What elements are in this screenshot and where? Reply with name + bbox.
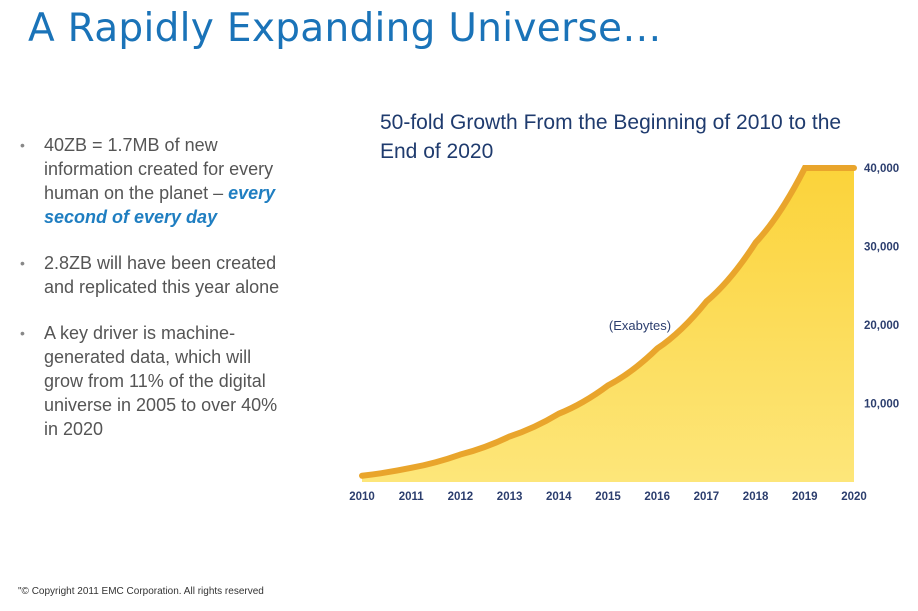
x-tick-label: 2014 [546,491,572,503]
unit-label: (Exabytes) [609,318,671,333]
x-tick-label: 2010 [349,491,375,503]
bullet-emphasis: every second of every day [44,183,276,227]
bullet-text: 40ZB = 1.7MB of new information created … [44,135,274,203]
bullet-item: • A key driver is machine-generated data… [20,321,280,441]
x-tick-label: 2015 [595,491,621,503]
bullet-dot-icon: • [20,255,25,271]
bullet-list: • 40ZB = 1.7MB of new information create… [20,133,280,463]
y-tick-label: 10,000 [864,399,899,411]
x-tick-label: 2013 [497,491,523,503]
growth-ridge [359,165,857,479]
y-tick-label: 20,000 [864,320,899,332]
x-tick-label: 2019 [792,491,818,503]
copyright-footer: "© Copyright 2011 EMC Corporation. All r… [18,586,264,597]
slide-title: A Rapidly Expanding Universe… [28,6,662,51]
bullet-item: • 40ZB = 1.7MB of new information create… [20,133,280,229]
bullet-text: 2.8ZB will have been created and replica… [44,253,280,297]
bullet-text: A key driver is machine-generated data, … [44,323,278,439]
y-tick-label: 40,000 [864,163,899,175]
bullet-dot-icon: • [20,137,25,153]
chart-title: 50-fold Growth From the Beginning of 201… [380,111,842,163]
y-tick-label: 30,000 [864,242,899,254]
x-tick-label: 2016 [644,491,670,503]
x-tick-label: 2012 [448,491,474,503]
growth-area [362,168,854,482]
x-tick-label: 2011 [399,491,425,503]
x-tick-label: 2020 [841,491,867,503]
bullet-item: • 2.8ZB will have been created and repli… [20,251,280,299]
x-tick-label: 2018 [743,491,769,503]
bullet-dot-icon: • [20,325,25,341]
x-tick-label: 2017 [694,491,720,503]
